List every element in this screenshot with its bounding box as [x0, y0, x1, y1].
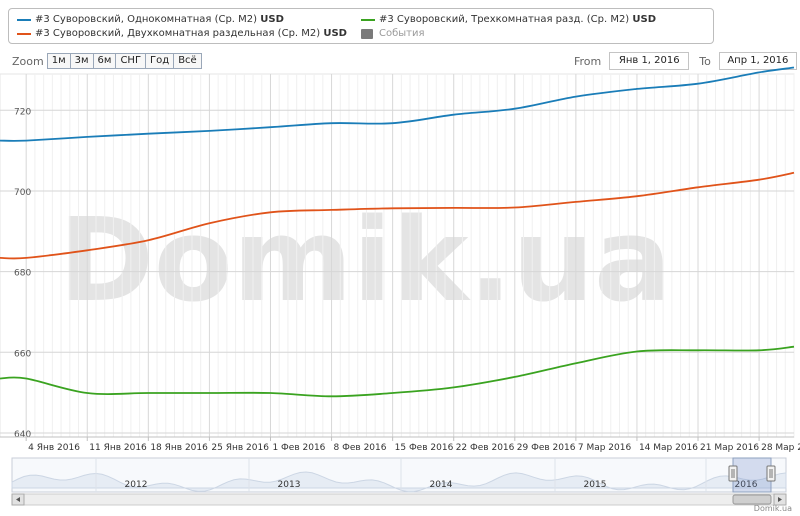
x-tick-label: 4 Янв 2016 [28, 443, 80, 453]
x-tick-label: 22 Фев 2016 [456, 443, 515, 453]
from-label: From [574, 54, 602, 68]
legend-label-series-1: #3 Суворовский, Однокомнатная (Ср. М2) [35, 14, 261, 25]
x-tick-label: 28 Мар 2016 [761, 443, 800, 453]
legend-unit-series-3: USD [323, 28, 347, 39]
navigator-year-label: 2015 [584, 480, 607, 490]
legend-marker-series-1 [17, 18, 31, 21]
zoom-6m-button[interactable]: 6м [92, 53, 117, 69]
x-tick-label: 25 Янв 2016 [211, 443, 269, 453]
y-tick-label: 680 [14, 269, 31, 279]
zoom-all-button[interactable]: Всё [173, 53, 202, 69]
series-line-1[interactable] [0, 66, 795, 142]
x-tick-label: 11 Янв 2016 [89, 443, 147, 453]
legend-marker-series-3 [17, 32, 31, 35]
scrollbar-track[interactable] [11, 493, 787, 506]
y-tick-label: 660 [14, 349, 31, 359]
legend-label-events: События [379, 28, 425, 39]
zoom-label: Zoom [12, 54, 44, 68]
legend: #3 Суворовский, Однокомнатная (Ср. М2) U… [8, 8, 714, 44]
navigator-right-handle[interactable] [766, 465, 776, 482]
from-date-input[interactable]: Янв 1, 2016 [609, 52, 690, 70]
scroll-right-arrow-icon [778, 497, 782, 502]
legend-label-series-3: #3 Суворовский, Двухкомнатная раздельная… [35, 28, 324, 39]
x-tick-label: 14 Мар 2016 [639, 443, 698, 453]
navigator[interactable]: 2012 2013 2014 2015 2016 [11, 457, 787, 506]
legend-marker-series-2 [361, 18, 375, 21]
navigator-series [11, 471, 787, 493]
navigator-selection[interactable] [732, 457, 772, 493]
legend-marker-events [361, 28, 373, 39]
grid [0, 73, 795, 438]
series-lines [0, 66, 795, 398]
legend-item-series-3[interactable]: #3 Суворовский, Двухкомнатная раздельная… [17, 27, 347, 40]
y-axis: 640 660 680 700 720 [14, 107, 31, 440]
credit-link[interactable]: Domik.ua [753, 504, 792, 513]
legend-item-events[interactable]: События [361, 27, 425, 40]
y-tick-label: 640 [14, 430, 31, 440]
x-tick-label: 21 Мар 2016 [700, 443, 759, 453]
y-tick-label: 720 [14, 107, 31, 117]
x-tick-label: 8 Фев 2016 [334, 443, 387, 453]
x-tick-label: 15 Фев 2016 [395, 443, 454, 453]
scrollbar-thumb[interactable] [732, 494, 772, 505]
series-line-2[interactable] [0, 171, 795, 260]
zoom-toolbar: Zoom 1м 3м 6м СНГ Год Всё [12, 53, 202, 69]
legend-unit-series-1: USD [260, 14, 284, 25]
to-label: To [699, 54, 711, 68]
to-date-input[interactable]: Апр 1, 2016 [718, 52, 797, 70]
y-tick-label: 700 [14, 188, 31, 198]
legend-item-series-2[interactable]: #3 Суворовский, Трехкомнатная разд. (Ср.… [361, 13, 656, 26]
date-range: From Янв 1, 2016 To Апр 1, 2016 [570, 52, 797, 70]
legend-label-series-2: #3 Суворовский, Трехкомнатная разд. (Ср.… [379, 14, 633, 25]
x-tick-label: 29 Фев 2016 [517, 443, 576, 453]
navigator-year-label: 2012 [125, 480, 148, 490]
legend-unit-series-2: USD [632, 14, 657, 25]
x-tick-label: 18 Янв 2016 [150, 443, 208, 453]
scroll-left-arrow-icon [16, 497, 20, 502]
navigator-left-handle[interactable] [728, 465, 738, 482]
x-tick-label: 1 Фев 2016 [272, 443, 325, 453]
watermark: Domik.ua [58, 194, 671, 328]
x-tick-label: 7 Мар 2016 [578, 443, 632, 453]
series-line-3[interactable] [0, 345, 795, 398]
navigator-year-label: 2016 [735, 480, 758, 490]
zoom-3m-button[interactable]: 3м [69, 53, 94, 69]
navigator-year-label: 2014 [430, 480, 453, 490]
legend-item-series-1[interactable]: #3 Суворовский, Однокомнатная (Ср. М2) U… [17, 13, 284, 26]
x-axis: 4 Янв 2016 11 Янв 2016 18 Янв 2016 25 Янв 2… [0, 436, 800, 453]
navigator-year-label: 2013 [278, 480, 301, 490]
